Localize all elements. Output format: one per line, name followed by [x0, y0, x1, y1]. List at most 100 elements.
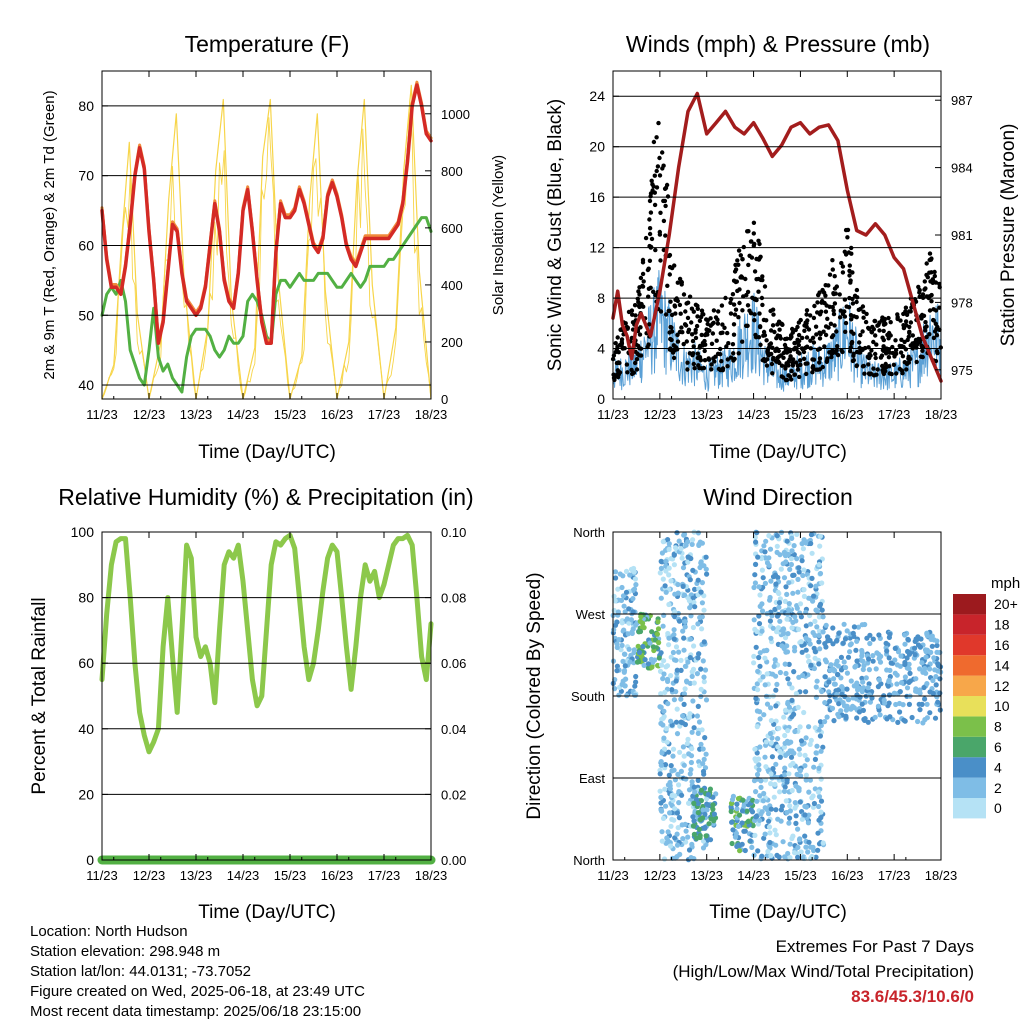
direction-point [779, 643, 785, 649]
direction-point [685, 554, 691, 560]
gust-point [927, 308, 933, 313]
direction-point [886, 655, 892, 661]
direction-point [806, 724, 812, 730]
legend-label: 20+ [994, 596, 1018, 612]
direction-point [783, 670, 789, 677]
gust-point [675, 332, 680, 338]
direction-point [843, 713, 849, 719]
direction-point [622, 609, 628, 615]
direction-point [700, 768, 707, 775]
direction-point [840, 640, 846, 646]
direction-point [660, 815, 667, 822]
gust-point [873, 351, 878, 357]
gust-point [675, 298, 680, 304]
gust-point [654, 135, 659, 140]
direction-point [762, 555, 769, 561]
direction-point [928, 636, 934, 643]
direction-point [776, 725, 782, 731]
gust-point [667, 264, 673, 270]
direction-point [782, 707, 789, 713]
gust-point [877, 328, 882, 333]
direction-point [876, 656, 882, 662]
direction-point [756, 613, 762, 619]
direction-point [695, 577, 701, 583]
direction-point [662, 786, 668, 792]
direction-point [924, 647, 931, 653]
direction-point [660, 676, 666, 682]
gust-point [934, 333, 940, 338]
direction-point [876, 651, 882, 657]
direction-point [620, 573, 626, 579]
direction-point [930, 690, 936, 697]
direction-point [804, 757, 810, 763]
direction-point [660, 623, 666, 629]
direction-point [816, 661, 822, 667]
direction-point [848, 678, 854, 684]
direction-point [668, 555, 674, 562]
gust-point [617, 360, 622, 366]
direction-point [647, 640, 653, 646]
direction-point [844, 670, 851, 676]
gust-point [631, 370, 637, 375]
direction-point [757, 716, 763, 722]
direction-point [754, 724, 760, 730]
direction-point [670, 753, 676, 759]
direction-point [826, 679, 832, 685]
direction-point [845, 696, 851, 703]
direction-point [697, 614, 703, 621]
direction-point [759, 567, 766, 573]
direction-point [630, 596, 636, 602]
gust-point [804, 335, 810, 340]
gust-point [795, 367, 801, 372]
y-tick-label: 20 [78, 786, 94, 802]
gust-point [668, 336, 673, 342]
direction-point [767, 618, 774, 624]
gust-point [919, 344, 925, 350]
gust-point [719, 303, 725, 308]
direction-point [621, 603, 627, 609]
direction-point [799, 554, 805, 560]
direction-point [671, 636, 677, 642]
y2-tick-label: 0.04 [441, 722, 466, 737]
direction-point [847, 642, 853, 648]
gust-point [630, 312, 635, 317]
gust-point [640, 257, 646, 263]
direction-point [783, 798, 789, 804]
direction-point [774, 543, 780, 549]
legend-label: 14 [994, 657, 1010, 673]
gust-point [862, 371, 867, 376]
direction-point [786, 771, 792, 777]
direction-point [859, 689, 865, 695]
direction-point [754, 628, 760, 635]
gust-point [692, 366, 697, 371]
gust-point [898, 350, 904, 355]
time-tick-label: 16/23 [321, 868, 354, 883]
direction-point [788, 561, 795, 568]
gust-point [624, 362, 630, 367]
legend-swatch [953, 757, 986, 778]
direction-point [772, 606, 778, 613]
direction-point [689, 673, 695, 680]
direction-time-ticks: 11/23 12/23 13/23 14/23 15/23 16/23 17/23 18/23 [597, 532, 957, 883]
direction-point [615, 612, 621, 618]
y2-tick-label: 0.08 [441, 591, 466, 606]
direction-point [810, 630, 816, 636]
direction-point [773, 842, 779, 848]
gust-point [869, 348, 874, 353]
direction-point [798, 738, 805, 744]
direction-point [704, 571, 710, 577]
gust-point [838, 308, 843, 313]
direction-point [665, 829, 671, 835]
direction-point [782, 765, 788, 771]
gust-point [833, 291, 838, 296]
direction-point [778, 566, 784, 572]
gust-point [917, 290, 922, 295]
direction-point [633, 582, 639, 588]
direction-panel: Wind Direction North East South West North 1… [524, 484, 1020, 923]
humidity-frame [101, 531, 432, 861]
direction-point [632, 692, 638, 698]
direction-point [782, 732, 788, 739]
direction-point [703, 566, 709, 572]
direction-point [705, 792, 712, 798]
gust-point [908, 320, 914, 325]
